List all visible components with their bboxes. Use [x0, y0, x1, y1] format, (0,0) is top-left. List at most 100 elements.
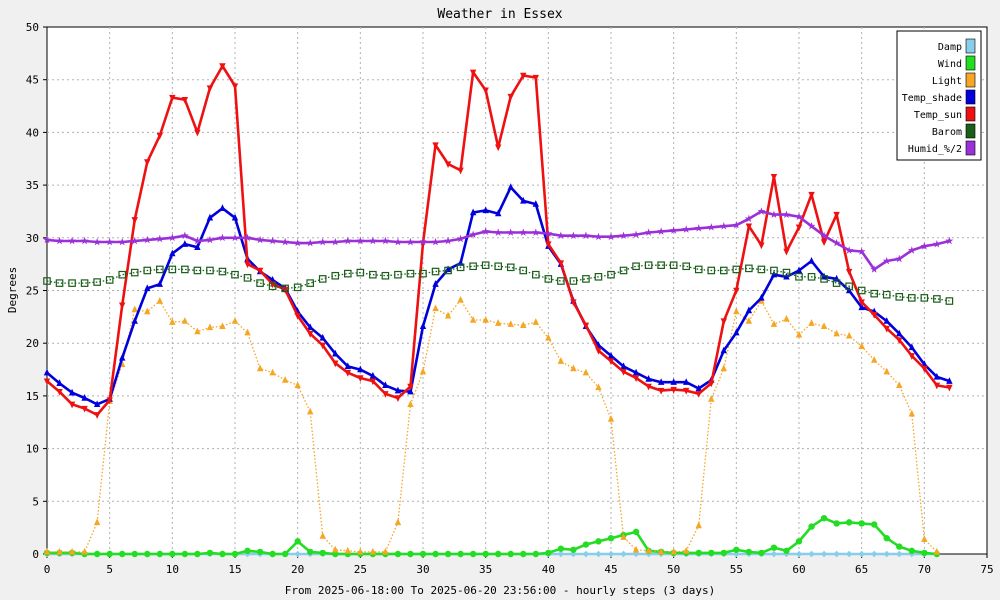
data-point-humid-2	[519, 228, 528, 236]
data-point-barom	[243, 274, 252, 282]
data-point-barom	[344, 269, 352, 278]
data-point-barom	[895, 293, 904, 301]
data-point-light	[93, 518, 101, 526]
data-point-wind	[244, 547, 251, 555]
series-line-barom	[46, 264, 950, 302]
data-point-barom	[143, 266, 152, 275]
data-point-wind	[557, 545, 565, 552]
data-point-light	[382, 547, 389, 555]
data-point-temp-sun	[256, 267, 264, 275]
data-point-barom	[820, 275, 828, 283]
data-point-light	[582, 368, 590, 376]
data-point-barom	[682, 262, 691, 271]
legend-label: Temp_shade	[902, 93, 962, 104]
axis-ticks: 0 5 10 15 20 25 30 35 40 45 50 0 5 10 15 20 25 30 35 40 45 50…	[26, 21, 994, 576]
data-point-barom	[456, 263, 465, 272]
data-point-wind	[520, 550, 527, 558]
data-point-barom	[105, 276, 114, 284]
data-point-barom	[757, 265, 766, 274]
data-point-light	[307, 407, 314, 415]
data-point-light	[708, 395, 715, 402]
data-point-wind	[307, 548, 314, 556]
data-point-temp-shade	[231, 213, 239, 221]
data-point-light	[607, 415, 615, 422]
data-point-barom	[557, 277, 565, 285]
data-point-wind	[131, 550, 138, 558]
data-point-damp	[607, 550, 615, 558]
data-point-light	[871, 356, 878, 363]
data-point-barom	[130, 268, 139, 277]
data-point-wind	[545, 549, 552, 557]
data-point-temp-shade	[156, 280, 163, 287]
data-point-temp-sun	[81, 405, 88, 413]
data-point-barom	[118, 270, 127, 279]
data-point-light	[783, 314, 790, 322]
data-point-barom	[644, 261, 653, 270]
data-point-temp-shade	[469, 208, 477, 216]
legend-swatch	[965, 55, 976, 71]
data-point-temp-sun	[845, 268, 853, 276]
data-point-wind	[495, 550, 502, 558]
data-point-temp-sun	[469, 69, 477, 77]
data-point-barom	[607, 270, 615, 279]
data-point-wind	[419, 550, 427, 558]
data-point-wind	[845, 519, 853, 526]
legend-swatch	[965, 123, 976, 139]
data-point-barom	[356, 268, 365, 277]
data-point-humid-2	[155, 234, 164, 243]
data-point-wind	[896, 543, 903, 550]
data-point-barom	[306, 279, 315, 287]
data-point-temp-shade	[219, 204, 226, 211]
data-point-humid-2	[757, 207, 766, 215]
data-point-temp-shade	[933, 372, 941, 380]
y-tick-label: 25	[26, 285, 39, 298]
data-point-damp	[557, 550, 565, 558]
series-barom	[43, 261, 954, 305]
data-point-wind	[595, 538, 602, 545]
data-point-temp-sun	[131, 217, 138, 224]
data-point-wind	[607, 534, 615, 542]
data-point-humid-2	[694, 224, 703, 232]
data-point-light	[520, 321, 527, 328]
x-tick-label: 70	[918, 563, 931, 576]
data-point-humid-2	[820, 231, 829, 240]
data-point-humid-2	[130, 236, 139, 245]
data-point-temp-shade	[181, 240, 189, 247]
data-point-barom	[494, 262, 503, 271]
data-point-humid-2	[932, 239, 941, 248]
data-point-temp-sun	[181, 97, 189, 104]
legend-label: Humid_%/2	[908, 144, 962, 155]
data-point-temp-sun	[520, 72, 527, 80]
data-point-humid-2	[406, 237, 415, 246]
data-point-wind	[294, 538, 301, 545]
legend-swatch	[965, 140, 976, 156]
data-point-damp	[808, 550, 815, 558]
data-point-barom	[845, 282, 853, 291]
data-point-humid-2	[343, 236, 352, 245]
data-point-humid-2	[857, 247, 866, 255]
data-point-light	[419, 367, 427, 375]
data-point-temp-shade	[520, 196, 527, 204]
data-point-humid-2	[682, 225, 691, 233]
data-point-temp-sun	[921, 365, 928, 373]
data-point-damp	[896, 550, 903, 558]
data-point-humid-2	[669, 226, 678, 234]
data-point-temp-shade	[68, 388, 76, 396]
data-point-light	[256, 364, 264, 372]
data-point-humid-2	[444, 236, 453, 245]
data-point-temp-sun	[444, 161, 452, 169]
data-point-humid-2	[581, 231, 590, 240]
data-point-damp	[795, 550, 803, 558]
data-point-light	[921, 535, 928, 542]
data-point-light	[269, 368, 276, 376]
data-point-humid-2	[356, 236, 365, 245]
data-point-wind	[833, 520, 840, 527]
data-point-humid-2	[619, 231, 628, 240]
data-point-barom	[431, 267, 440, 276]
data-point-light	[495, 319, 502, 326]
data-point-light	[319, 532, 326, 539]
data-point-humid-2	[55, 236, 64, 245]
data-point-temp-sun	[407, 383, 414, 391]
data-point-humid-2	[281, 237, 290, 246]
